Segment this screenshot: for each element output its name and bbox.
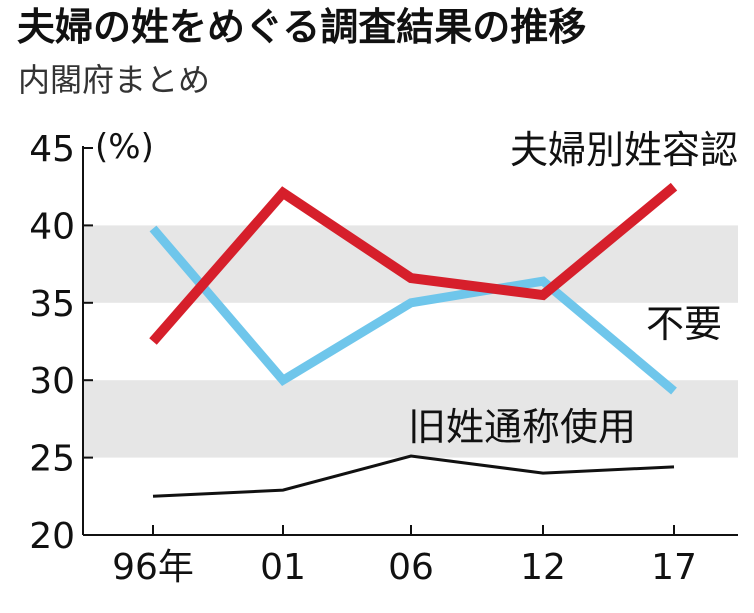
series-layer bbox=[149, 182, 678, 498]
y-tick-label: 20 bbox=[29, 516, 75, 557]
y-tick-label: 25 bbox=[29, 439, 75, 480]
series-label: 夫婦別姓容認 bbox=[510, 128, 738, 172]
x-tick-label: 17 bbox=[651, 547, 697, 588]
x-tick-label: 12 bbox=[520, 547, 566, 588]
y-unit-label: (%) bbox=[95, 127, 154, 167]
y-tick-label: 35 bbox=[29, 284, 75, 325]
y-tick-label: 30 bbox=[29, 361, 75, 402]
series-label: 旧姓通称使用 bbox=[408, 405, 636, 449]
x-tick-label: 01 bbox=[260, 547, 306, 588]
chart-subtitle: 内閣府まとめ bbox=[18, 61, 211, 99]
shaded-band-0 bbox=[83, 380, 738, 458]
x-tick-label: 96年 bbox=[112, 547, 194, 588]
x-tick-label: 06 bbox=[388, 547, 434, 588]
series-label: 不要 bbox=[646, 302, 722, 346]
axes-layer: 20 25 30 35 40 45 (%) 96年 01 06 12 17 bbox=[29, 127, 738, 588]
series-line-1 bbox=[149, 225, 677, 395]
chart-title: 夫婦の姓をめぐる調査結果の推移 bbox=[17, 5, 587, 49]
series-line-0 bbox=[149, 182, 678, 345]
series-line-2 bbox=[152, 454, 675, 498]
y-tick-label: 40 bbox=[29, 206, 75, 247]
y-tick-label: 45 bbox=[29, 129, 75, 170]
